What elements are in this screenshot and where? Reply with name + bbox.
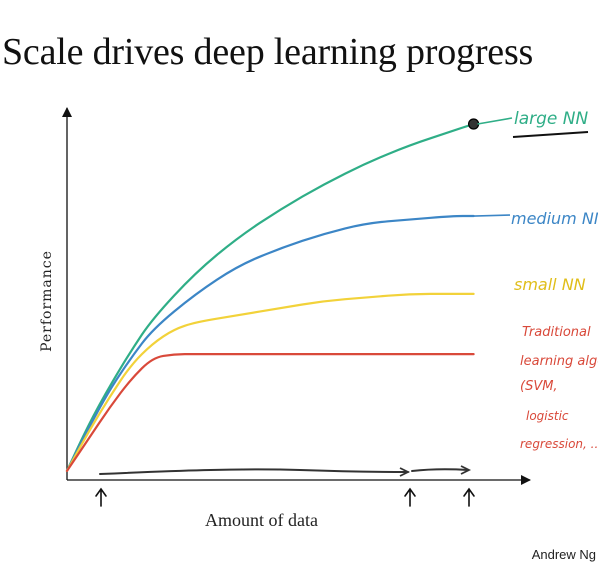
data-regime-arrowhead [399,467,411,477]
data-regime-line [99,468,409,475]
series-line-1 [65,214,475,472]
x-axis-label: Amount of data [205,510,318,530]
label-connector [473,214,511,217]
data-regime-arrowhead [460,465,472,475]
label-connector [477,117,513,125]
data-regime-line [411,468,469,472]
annotation-medium-nn: medium NN [511,209,598,228]
annotation-learning-algo: learning algo [520,354,598,369]
series-line-2 [65,292,475,472]
data-regime-tick-arrow [463,487,475,507]
data-regime-marks [95,465,475,507]
series-line-0 [65,122,475,472]
data-regime-tick-arrow [404,487,416,507]
annotation-layer: large NN medium NN small NN Traditional lear… [473,109,598,451]
annotation-small-nn: small NN [514,275,586,294]
series-line-3 [65,353,475,472]
large-nn-underline [512,131,589,138]
annotation-svm: (SVM, [520,379,558,394]
annotation-traditional: Traditional [522,325,591,340]
data-regime-tick-arrow [95,487,107,507]
annotation-regression: regression, ...) [520,437,598,451]
annotation-logistic: logistic [526,409,569,423]
y-axis-label: Performance [39,250,55,352]
slide-title: Scale drives deep learning progress [2,31,534,73]
large-nn-end-marker [468,118,480,130]
footer-author: Andrew Ng [531,547,596,562]
annotation-large-nn: large NN [514,109,589,129]
series-layer [65,118,480,472]
